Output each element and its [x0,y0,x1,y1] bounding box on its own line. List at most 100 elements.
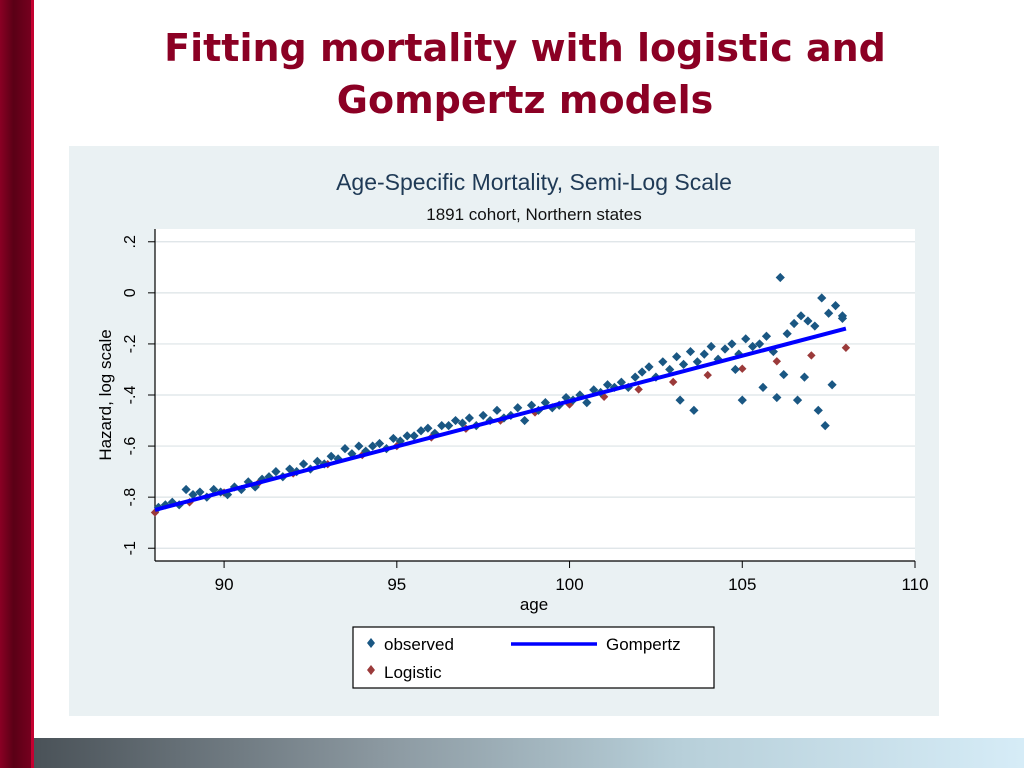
observed-point [810,321,820,331]
observed-point [181,484,191,495]
legend: observed Gompertz Logistic [352,626,715,689]
observed-point [775,272,785,283]
observed-point [803,316,813,326]
y-tick-label: 0 [122,288,139,297]
observed-point [188,490,198,500]
left-accent-bar [0,0,34,768]
observed-point [464,413,474,423]
observed-point [409,431,419,441]
x-tick-label: 90 [215,575,234,594]
observed-point [478,410,488,421]
data-marks [150,272,851,517]
observed-point [575,390,585,400]
observed-point [361,446,371,456]
observed-point [637,367,647,377]
chart-subtitle: 1891 cohort, Northern states [426,205,641,224]
x-tick-label: 110 [901,575,928,594]
observed-point [720,344,730,354]
observed-point [748,341,758,352]
chart-panel: Age-Specific Mortality, Semi-Log Scale 1… [69,146,939,716]
observed-point [761,331,772,341]
observed-point [271,467,281,477]
observed-point [817,293,827,303]
legend-observed-marker [367,638,375,648]
legend-observed-label: observed [384,635,454,654]
chart: Age-Specific Mortality, Semi-Log Scale 1… [96,169,929,689]
observed-point [423,423,433,433]
observed-point [789,318,799,329]
logistic-point [841,343,851,352]
y-tick-label: .2 [122,235,139,248]
observed-point [444,421,454,431]
observed-point [368,441,378,451]
logistic-point [668,377,678,387]
observed-point [492,405,502,415]
logistic-point [634,385,643,394]
observed-point [209,484,219,495]
observed-point [665,364,675,375]
observed-point [520,415,530,426]
observed-point [222,490,233,500]
slide-title-line2: Gompertz models [336,78,714,122]
y-axis-label: Hazard, log scale [96,329,115,460]
y-tick-label: -.2 [122,334,139,353]
observed-point [730,364,740,375]
x-tick-label: 95 [387,575,406,594]
observed-point [616,377,626,387]
observed-point [312,456,322,466]
y-tick-label: -1 [122,541,139,555]
logistic-point [150,508,160,517]
observed-point [526,400,537,410]
gompertz-line [154,326,847,512]
legend-logistic-marker [367,665,375,675]
observed-point [692,357,702,367]
observed-point [824,308,834,318]
observed-point [333,454,343,464]
slide-title: Fitting mortality with logistic and Gomp… [60,22,990,126]
observed-point [388,433,398,444]
legend-gompertz-label: Gompertz [606,635,681,654]
observed-point [354,441,364,451]
observed-point [658,357,668,367]
observed-point [741,334,751,344]
x-tick-label: 100 [555,575,583,594]
observed-point [782,329,792,339]
observed-point [582,398,592,408]
observed-point [689,405,699,415]
logistic-point [772,357,782,366]
observed-point [250,482,260,492]
chart-title: Age-Specific Mortality, Semi-Log Scale [336,169,732,195]
y-tick-label: -.8 [122,488,139,507]
observed-point [416,426,426,436]
observed-point [672,352,682,362]
observed-point [602,380,613,390]
observed-point [402,431,412,441]
legend-logistic-label: Logistic [384,663,442,682]
observed-point [195,487,205,497]
bottom-gradient-bar [34,738,1024,768]
logistic-point [703,370,712,380]
logistic-point [807,351,816,360]
observed-point [561,392,571,403]
observed-point [326,451,336,461]
slide-title-line1: Fitting mortality with logistic and [164,26,886,70]
observed-point [772,392,782,403]
observed-point [437,421,447,431]
observed-point [513,403,523,413]
x-tick-label: 105 [728,575,756,594]
y-tick-label: -.4 [122,386,139,405]
observed-point [827,380,837,390]
observed-point [457,418,468,428]
grid-lines [155,241,915,549]
observed-point [706,341,716,352]
y-tick-label: -.6 [122,437,139,456]
x-axis-label: age [520,595,548,614]
axes: 90 95 100 105 110 -1 -.8 -.6 -.4 -.2 0 .2 [122,229,929,594]
observed-point [450,415,461,426]
legend-box [352,626,715,689]
observed-point [374,438,385,449]
observed-point [820,421,830,431]
observed-point [813,405,823,415]
observed-point [340,444,350,454]
logistic-point [738,364,747,373]
